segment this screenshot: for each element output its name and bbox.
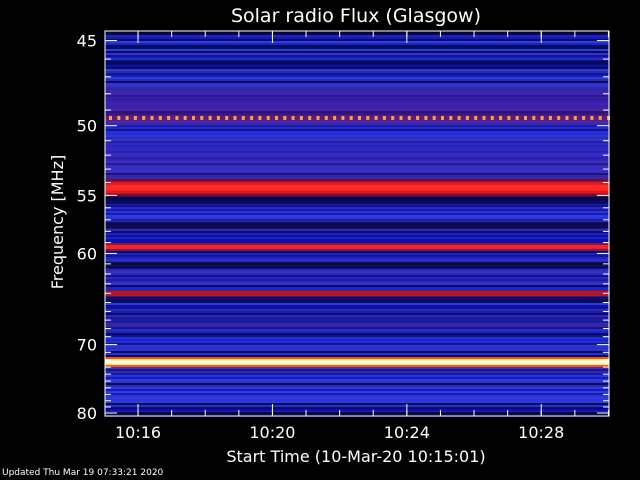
x-axis-label: Start Time (10-Mar-20 10:15:01) bbox=[226, 447, 485, 466]
plot-frame bbox=[104, 30, 610, 417]
band-72.3mhz bbox=[105, 357, 609, 368]
y-tick-label-70: 70 bbox=[77, 336, 97, 355]
y-tick-label-60: 60 bbox=[77, 244, 97, 263]
x-tick-label-10:16: 10:16 bbox=[115, 423, 161, 442]
y-tick-label-50: 50 bbox=[77, 117, 97, 136]
x-tick-label-10:24: 10:24 bbox=[384, 423, 430, 442]
band-59.4mhz bbox=[105, 242, 609, 251]
band-54.4mhz bbox=[105, 178, 609, 197]
y-tick-label-80: 80 bbox=[77, 404, 97, 423]
updated-timestamp: Updated Thu Mar 19 07:33:21 2020 bbox=[2, 468, 164, 478]
y-axis-label: Frequency [MHz] bbox=[48, 155, 67, 289]
band-49.5mhz bbox=[109, 115, 610, 120]
band-64mhz bbox=[105, 290, 609, 297]
x-tick-label-10:20: 10:20 bbox=[249, 423, 295, 442]
y-tick-label-55: 55 bbox=[77, 186, 97, 205]
chart-title: Solar radio Flux (Glasgow) bbox=[231, 5, 481, 27]
x-tick-label-10:28: 10:28 bbox=[518, 423, 564, 442]
y-tick-label-45: 45 bbox=[77, 32, 97, 51]
